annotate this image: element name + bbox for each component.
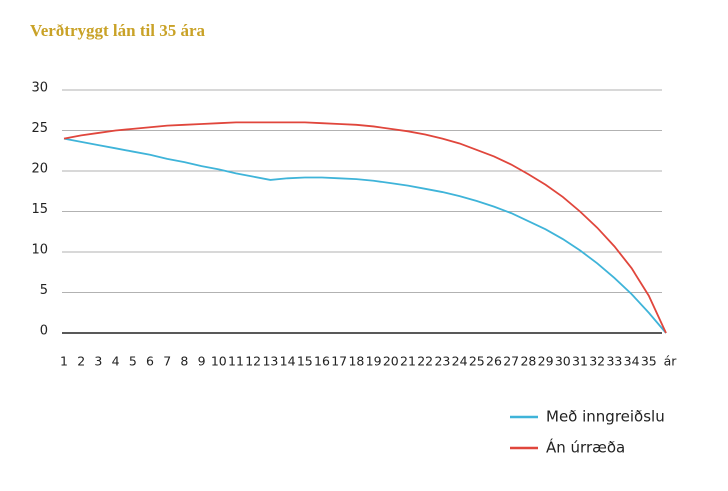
y-tick-label: 20 [31, 162, 48, 177]
x-tick-label: 9 [198, 354, 206, 369]
x-tick-label: 14 [280, 354, 296, 369]
y-tick-label: 5 [40, 283, 48, 298]
series-line [63, 137, 667, 334]
x-tick-label: 24 [452, 354, 468, 369]
x-tick-label: 3 [94, 354, 102, 369]
x-tick-label: 33 [606, 354, 622, 369]
x-tick-label: 6 [146, 354, 154, 369]
y-tick-label: 15 [31, 202, 48, 217]
x-tick-label: 13 [262, 354, 278, 369]
chart-title: Verðtryggt lán til 35 ára [30, 21, 206, 40]
y-tick-label: 25 [31, 121, 48, 136]
x-tick-label: 30 [555, 354, 571, 369]
x-tick-label: 8 [180, 354, 188, 369]
x-tick-label: 15 [297, 354, 313, 369]
legend-label: Án úrræða [546, 438, 625, 457]
x-tick-label: 26 [486, 354, 502, 369]
x-tick-label: 12 [245, 354, 261, 369]
x-tick-label: 17 [331, 354, 347, 369]
y-tick-label: 10 [31, 243, 48, 258]
x-tick-label: 5 [129, 354, 137, 369]
x-tick-label: ár [664, 354, 678, 369]
x-tick-label: 29 [538, 354, 554, 369]
x-tick-label: 32 [589, 354, 605, 369]
x-tick-label: 22 [417, 354, 433, 369]
x-tick-label: 18 [348, 354, 364, 369]
x-tick-label: 2 [77, 354, 85, 369]
x-tick-label: 19 [366, 354, 382, 369]
x-tick-label: 11 [228, 354, 244, 369]
x-tick-label: 31 [572, 354, 588, 369]
x-tick-label: 4 [112, 354, 120, 369]
x-tick-label: 20 [383, 354, 399, 369]
x-tick-label: 23 [434, 354, 450, 369]
series-line [63, 121, 667, 334]
x-tick-label: 27 [503, 354, 519, 369]
x-tick-label: 7 [163, 354, 171, 369]
x-tick-label: 28 [520, 354, 536, 369]
legend-label: Með inngreiðslu [546, 408, 665, 426]
x-tick-label: 10 [211, 354, 227, 369]
x-tick-label: 35 [641, 354, 657, 369]
x-tick-label: 34 [624, 354, 640, 369]
x-tick-label: 25 [469, 354, 485, 369]
y-tick-label: 0 [40, 324, 48, 339]
x-tick-label: 16 [314, 354, 330, 369]
y-tick-label: 30 [31, 81, 48, 96]
x-tick-label: 21 [400, 354, 416, 369]
x-tick-label: 1 [60, 354, 68, 369]
